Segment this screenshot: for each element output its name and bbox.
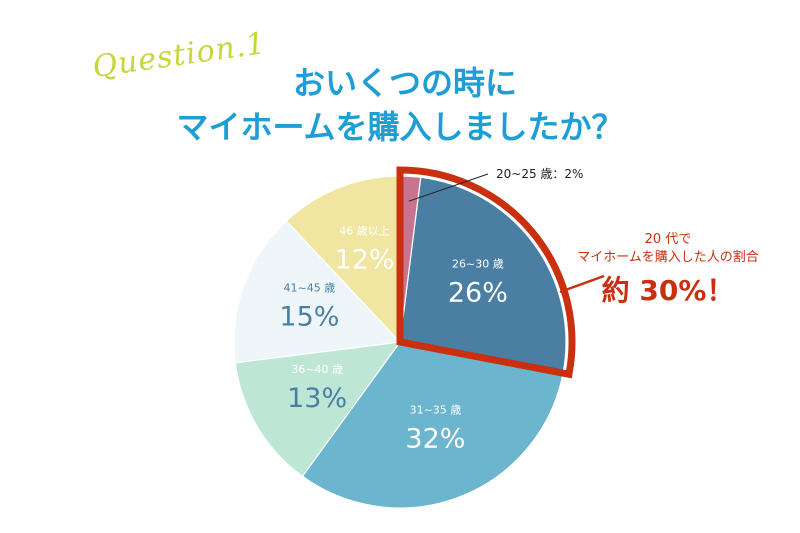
pie-slice-26-30 bbox=[399, 176, 567, 374]
slice-label-26-30: 26~30 歳 bbox=[452, 257, 504, 270]
annotation-connector bbox=[559, 274, 605, 294]
slice-value-46-plus: 12% bbox=[335, 244, 395, 275]
annotation-line1: 20 代で bbox=[645, 232, 692, 247]
page-title-line2: マイホームを購入しましたか？ bbox=[176, 108, 624, 146]
highlight-outline bbox=[396, 166, 576, 379]
page-title-line1: おいくつの時に bbox=[292, 64, 517, 102]
pie-slice-41-45 bbox=[233, 220, 402, 364]
annotation-value: 約 30%！ bbox=[602, 274, 735, 307]
pie-slice-36-40 bbox=[234, 341, 402, 478]
leader-line-20-25 bbox=[408, 173, 489, 202]
slice-value-41-45: 15% bbox=[279, 301, 339, 332]
slice-label-36-40: 36~40 歳 bbox=[291, 363, 343, 376]
slice-label-31-35: 31~35 歳 bbox=[410, 404, 462, 417]
slice-value-26-30: 26% bbox=[448, 277, 508, 308]
pie-slice-31-35 bbox=[301, 341, 564, 509]
pie-slice-46-plus bbox=[285, 175, 401, 344]
annotation-line2: マイホームを購入した人の割合 bbox=[577, 249, 759, 265]
slice-value-31-35: 32% bbox=[405, 424, 465, 455]
slice-label-20-25: 20~25 歳：2% bbox=[496, 167, 583, 181]
slice-value-36-40: 13% bbox=[287, 383, 347, 414]
slice-label-41-45: 41~45 歳 bbox=[284, 281, 336, 294]
slice-label-46-plus: 46 歳以上 bbox=[339, 224, 390, 237]
